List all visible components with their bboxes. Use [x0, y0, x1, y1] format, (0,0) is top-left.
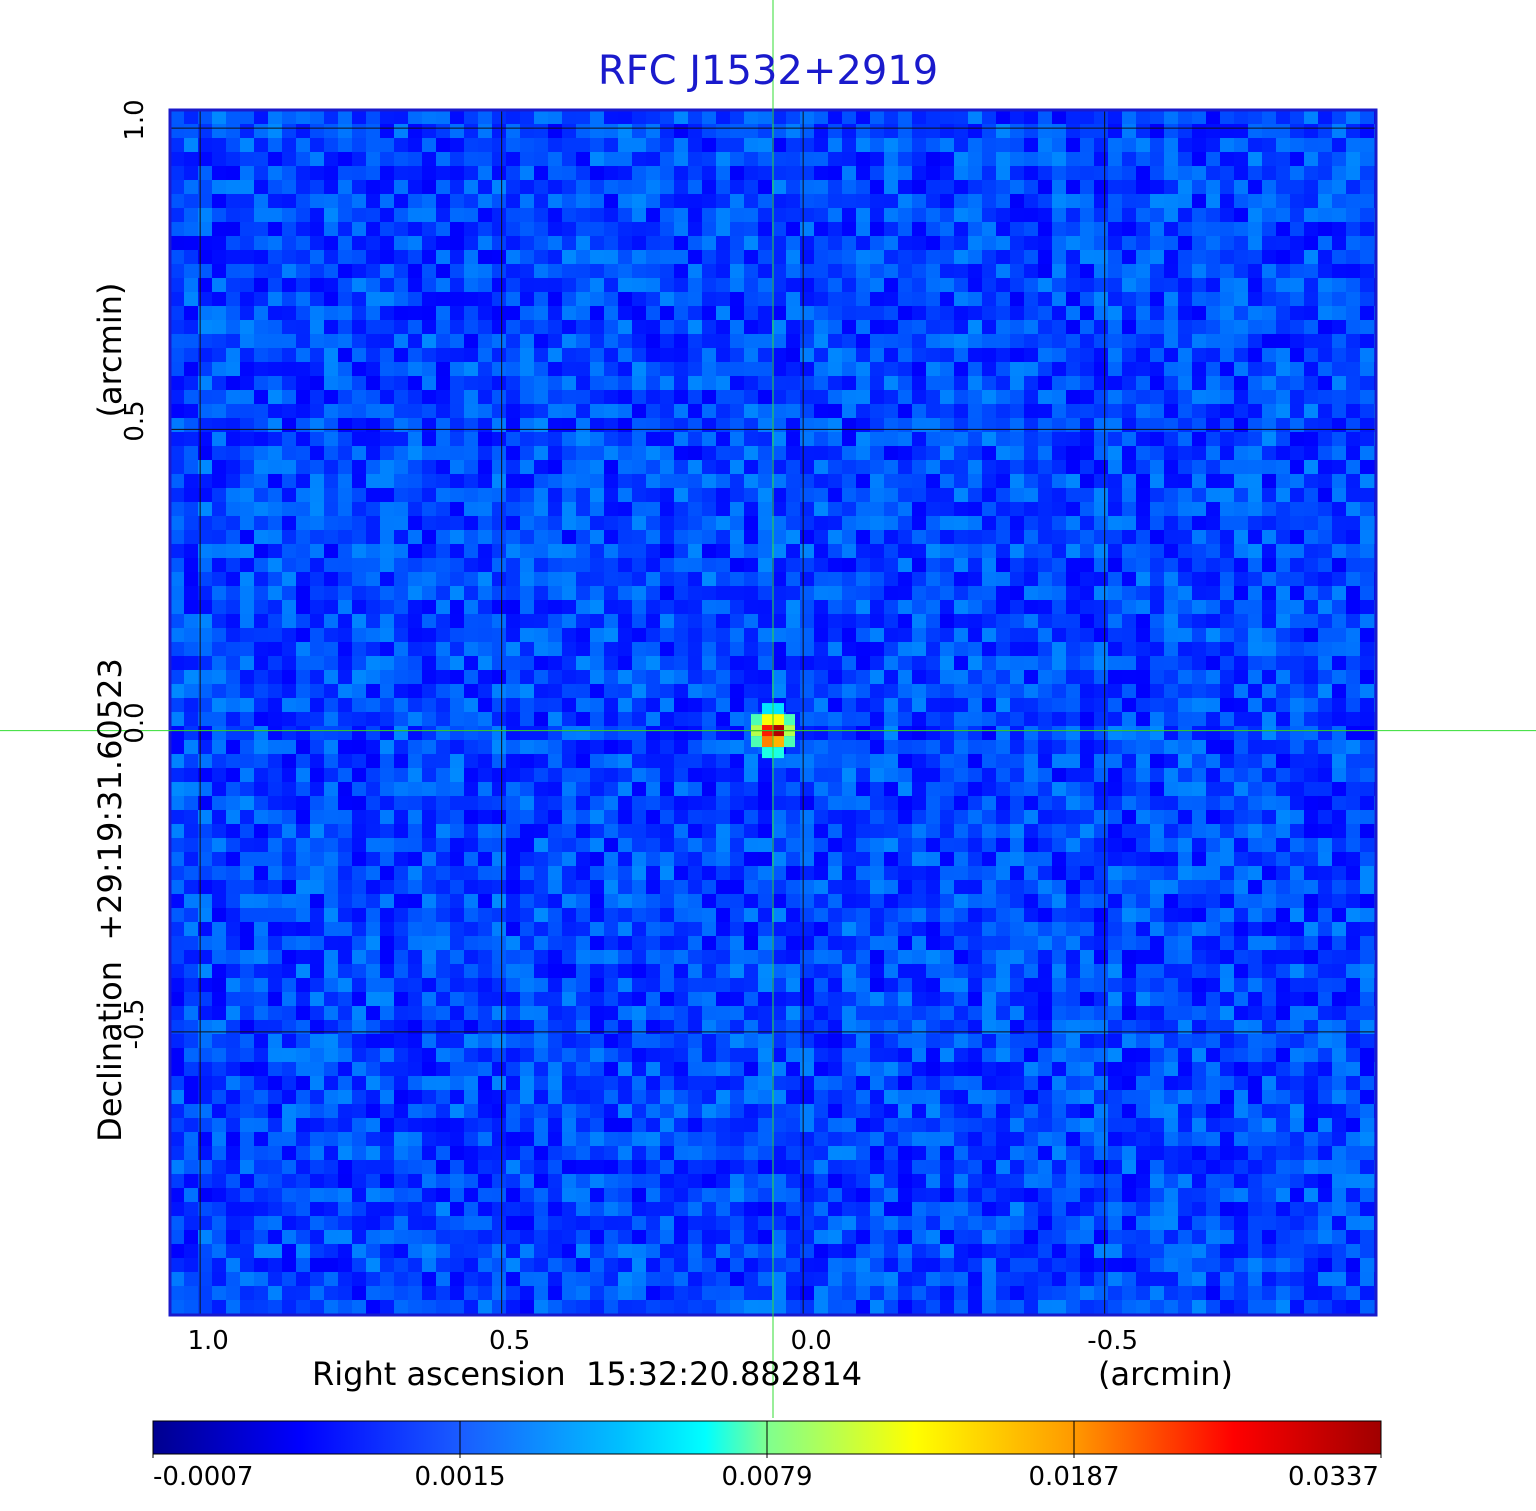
colorbar-tick-label: 0.0187 — [1028, 1462, 1120, 1492]
source-pixel — [751, 714, 762, 726]
x-tick-label: 1.0 — [187, 1326, 229, 1356]
x-tick-label: 0.0 — [790, 1326, 832, 1356]
source-pixel — [762, 714, 773, 726]
x-axis-unit: (arcmin) — [1098, 1355, 1233, 1393]
source-pixel — [784, 714, 795, 726]
source-pixel — [773, 714, 784, 726]
colorbar-tick-label: 0.0015 — [414, 1462, 506, 1492]
source-pixel — [773, 747, 784, 759]
colorbar-tick-label: -0.0007 — [153, 1462, 254, 1492]
colorbar-ticks — [152, 1421, 1382, 1458]
crosshair — [0, 0, 1536, 1418]
y-axis-label: Declination +29:19:31.60523 — [91, 658, 129, 1142]
source-pixel — [762, 703, 773, 715]
colorbar-tick-label: 0.0079 — [721, 1462, 813, 1492]
source-pixel — [762, 747, 773, 759]
y-axis-unit: (arcmin) — [91, 282, 129, 418]
y-tick-label: 1.0 — [120, 99, 150, 141]
source-pixel — [773, 703, 784, 715]
source-pixel — [751, 736, 762, 748]
source-pixel — [762, 736, 773, 748]
x-axis-label: Right ascension 15:32:20.882814 — [312, 1355, 863, 1393]
source-pixel — [784, 736, 795, 748]
x-tick-label: 0.5 — [488, 1326, 531, 1356]
colorbar-tick-label: 0.0337 — [1288, 1462, 1379, 1492]
x-tick-label: -0.5 — [1087, 1326, 1139, 1356]
source-pixel — [773, 736, 784, 748]
chart-title: RFC J1532+2919 — [597, 48, 939, 94]
